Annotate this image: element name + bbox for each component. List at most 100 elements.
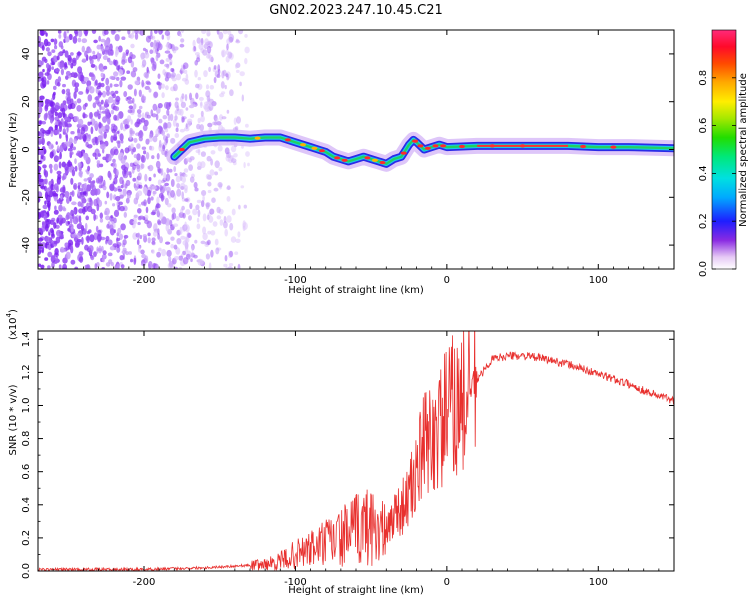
noise-speck bbox=[166, 109, 170, 116]
noise-speck bbox=[64, 242, 69, 248]
noise-speck bbox=[56, 55, 60, 61]
noise-speck bbox=[49, 151, 54, 159]
noise-speck bbox=[198, 96, 204, 101]
noise-speck bbox=[153, 222, 158, 231]
noise-speck bbox=[87, 121, 91, 126]
noise-speck bbox=[168, 53, 173, 60]
noise-speck bbox=[175, 127, 179, 133]
noise-speck bbox=[78, 188, 84, 192]
noise-speck bbox=[174, 115, 178, 121]
noise-speck bbox=[86, 264, 91, 269]
noise-speck bbox=[130, 43, 135, 49]
noise-speck bbox=[56, 176, 61, 185]
noise-speck bbox=[155, 203, 161, 209]
noise-speck bbox=[84, 102, 88, 107]
noise-speck bbox=[51, 229, 55, 237]
noise-speck bbox=[210, 249, 214, 258]
noise-speck bbox=[152, 135, 158, 143]
noise-speck bbox=[110, 135, 114, 143]
noise-speck bbox=[51, 49, 56, 53]
noise-speck bbox=[226, 185, 231, 191]
noise-speck bbox=[120, 139, 124, 144]
noise-speck bbox=[146, 81, 152, 86]
figure-title: GN02.2023.247.10.45.C21 bbox=[269, 3, 443, 18]
noise-speck bbox=[45, 236, 51, 243]
noise-speck bbox=[87, 205, 93, 213]
noise-speck bbox=[159, 59, 165, 65]
noise-speck bbox=[189, 176, 195, 183]
noise-speck bbox=[235, 238, 241, 243]
noise-speck bbox=[151, 237, 156, 242]
noise-speck bbox=[84, 30, 88, 37]
noise-speck bbox=[196, 217, 200, 223]
noise-speck bbox=[156, 208, 160, 216]
colorbar-ticks: 0.0 0.2 0.4 0.6 0.8 bbox=[698, 70, 736, 277]
noise-speck bbox=[205, 84, 210, 90]
noise-speck bbox=[107, 239, 113, 246]
noise-speck bbox=[38, 148, 45, 156]
trace-peak bbox=[379, 161, 386, 165]
noise-speck bbox=[113, 209, 120, 217]
noise-speck bbox=[122, 52, 126, 60]
snr-x-tick-label: -200 bbox=[133, 577, 156, 588]
noise-speck bbox=[224, 255, 228, 262]
noise-speck bbox=[136, 153, 141, 161]
noise-speck bbox=[173, 46, 179, 51]
noise-speck bbox=[38, 249, 42, 255]
noise-speck bbox=[38, 197, 41, 203]
noise-speck bbox=[47, 202, 50, 207]
noise-speck bbox=[100, 38, 106, 43]
noise-speck bbox=[173, 83, 178, 92]
noise-speck bbox=[146, 66, 149, 74]
noise-speck bbox=[72, 103, 75, 109]
snr-y-tick-label: 0.8 bbox=[21, 431, 32, 447]
noise-speck bbox=[154, 30, 158, 34]
noise-speck bbox=[181, 205, 185, 211]
noise-speck bbox=[137, 208, 142, 214]
noise-speck bbox=[164, 218, 171, 226]
spectrogram-x-tick-label: 100 bbox=[589, 275, 608, 286]
noise-speck bbox=[196, 37, 201, 44]
noise-speck bbox=[128, 105, 134, 110]
noise-speck bbox=[158, 118, 163, 124]
noise-speck bbox=[113, 71, 119, 77]
snr-y-tick-label: 1.4 bbox=[21, 331, 32, 347]
noise-speck bbox=[149, 145, 155, 151]
noise-speck bbox=[84, 50, 88, 58]
noise-speck bbox=[214, 171, 219, 176]
noise-speck bbox=[126, 96, 132, 101]
noise-speck bbox=[217, 145, 223, 152]
noise-speck bbox=[56, 199, 61, 204]
noise-speck bbox=[55, 68, 60, 73]
snr-y-tick-label: 0.6 bbox=[21, 464, 32, 480]
noise-speck bbox=[137, 221, 141, 226]
noise-speck bbox=[96, 246, 99, 254]
noise-speck bbox=[74, 86, 79, 93]
noise-speck bbox=[77, 72, 81, 80]
noise-speck bbox=[62, 206, 66, 211]
noise-speck bbox=[190, 103, 196, 107]
noise-speck bbox=[38, 227, 43, 232]
noise-speck bbox=[195, 92, 199, 100]
noise-speck bbox=[133, 103, 137, 110]
noise-speck bbox=[245, 151, 250, 157]
noise-speck bbox=[53, 209, 59, 215]
noise-speck bbox=[86, 80, 92, 87]
noise-speck bbox=[90, 180, 95, 188]
noise-speck bbox=[195, 83, 200, 89]
noise-speck bbox=[77, 185, 81, 190]
noise-speck bbox=[197, 148, 201, 156]
noise-speck bbox=[50, 106, 55, 114]
noise-speck bbox=[164, 197, 169, 206]
noise-speck bbox=[116, 130, 120, 134]
noise-speck bbox=[49, 219, 55, 225]
noise-speck bbox=[91, 54, 98, 60]
noise-speck bbox=[204, 104, 210, 112]
noise-speck bbox=[166, 43, 171, 52]
noise-speck bbox=[201, 200, 205, 208]
noise-speck bbox=[98, 135, 104, 141]
noise-speck bbox=[179, 128, 185, 133]
noise-speck bbox=[81, 80, 87, 85]
noise-speck bbox=[67, 92, 71, 101]
